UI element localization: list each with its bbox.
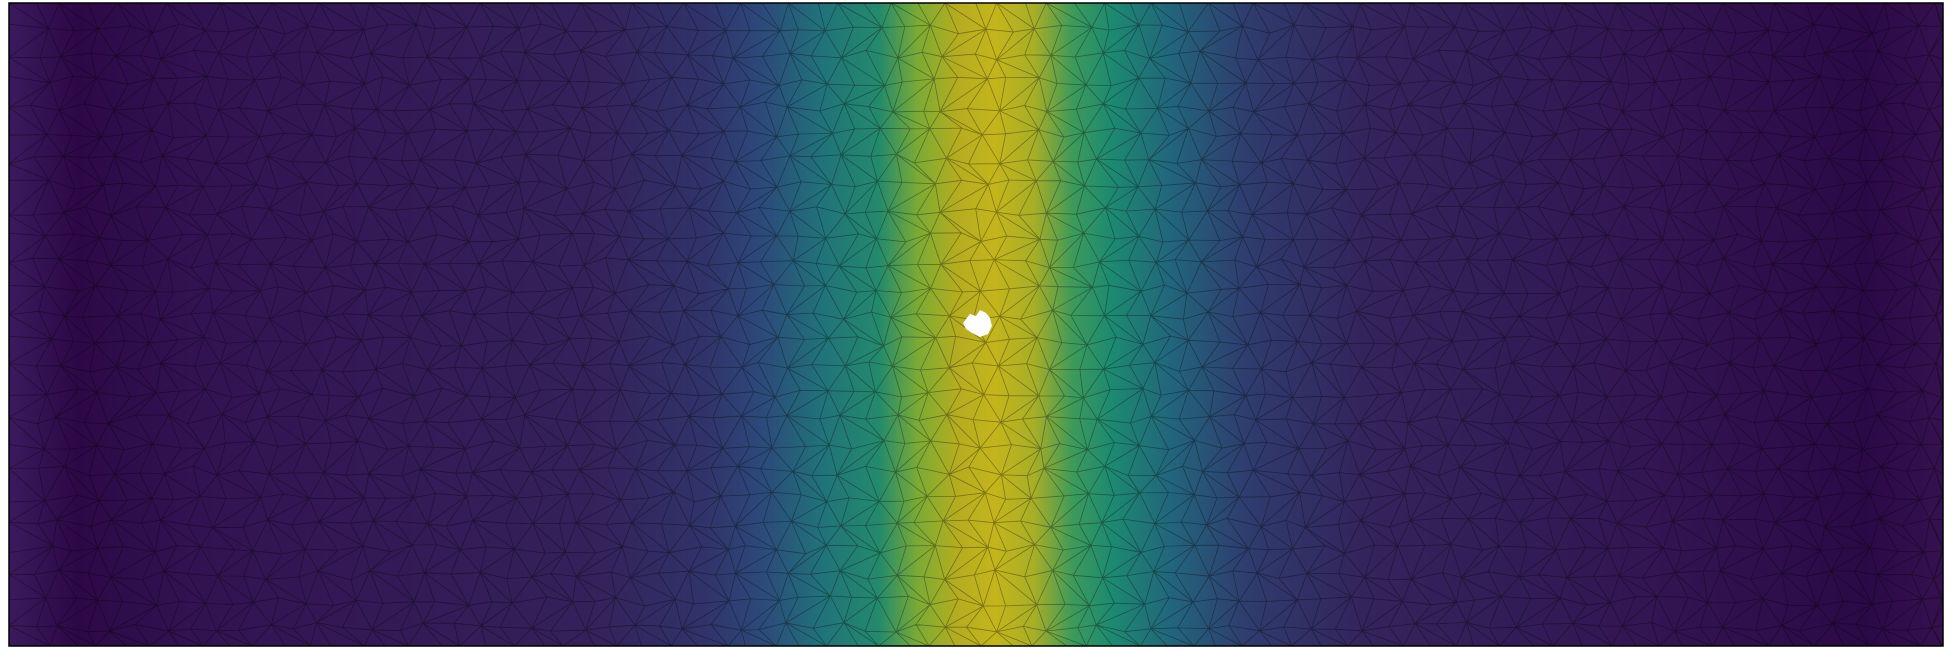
mesh (9, 3, 1943, 646)
hole (963, 310, 992, 337)
domain-border (8, 2, 1944, 647)
mesh-edges (9, 3, 1943, 646)
